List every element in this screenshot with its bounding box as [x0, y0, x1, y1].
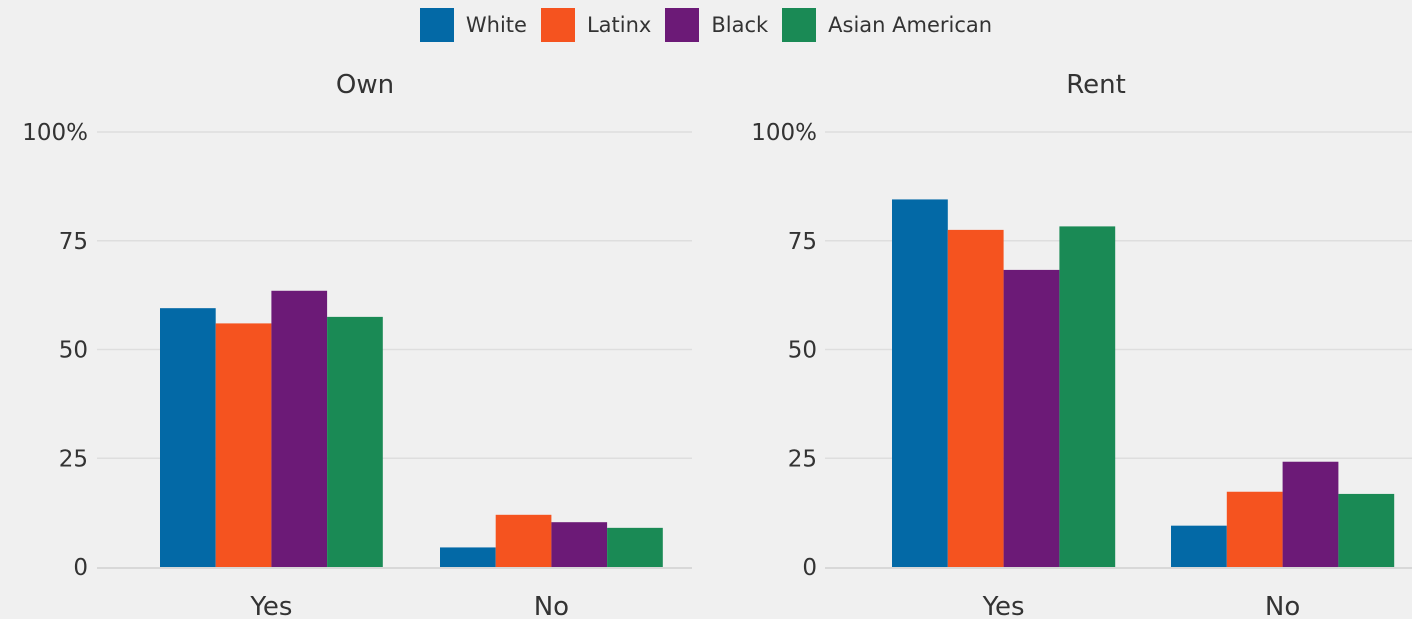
- legend-item-black: Black: [665, 8, 768, 42]
- bar-black-no: [1282, 461, 1339, 567]
- bar-black-yes: [271, 290, 328, 567]
- bar-latinx-yes: [947, 229, 1004, 567]
- legend-item-asian-american: Asian American: [782, 8, 992, 42]
- x-category-label: Yes: [982, 592, 1025, 619]
- x-category-label: No: [1265, 592, 1300, 619]
- bar-white-yes: [160, 308, 216, 567]
- chart-panel-own: Own 0 25 50 75 100% Yes No: [22, 70, 692, 619]
- bar-latinx-no: [495, 514, 552, 567]
- legend-label: White: [465, 13, 527, 37]
- bar-asian-american-no: [607, 527, 663, 567]
- y-tick-label: 0: [73, 555, 88, 581]
- bar-white-no: [1171, 525, 1227, 567]
- bar-latinx-no: [1226, 491, 1283, 567]
- bar-asian-american-yes: [1059, 226, 1116, 567]
- bar-latinx-yes: [215, 323, 272, 567]
- bar-black-no: [551, 522, 608, 567]
- bar-asian-american-no: [1338, 493, 1395, 567]
- bar-white-yes: [892, 199, 948, 568]
- legend-item-white: White: [419, 8, 527, 42]
- legend-item-latinx: Latinx: [540, 8, 652, 42]
- legend-label: Latinx: [586, 13, 652, 37]
- bar-black-yes: [1003, 269, 1060, 567]
- y-tick-label: 75: [788, 229, 817, 255]
- x-category-label: No: [534, 592, 569, 619]
- y-tick-label: 50: [788, 338, 817, 364]
- y-tick-label: 100%: [751, 120, 817, 146]
- y-tick-label: 50: [59, 338, 88, 364]
- y-tick-label: 75: [59, 229, 88, 255]
- legend-swatch: [782, 8, 817, 42]
- legend-swatch: [419, 8, 454, 42]
- bar-asian-american-yes: [327, 316, 383, 567]
- chart-legend: White Latinx Black Asian American: [0, 8, 1412, 42]
- x-category-label: Yes: [249, 592, 292, 619]
- legend-swatch: [665, 8, 700, 42]
- panel-title: Rent: [1066, 70, 1126, 100]
- y-tick-label: 100%: [22, 120, 88, 146]
- legend-label: Black: [711, 13, 769, 37]
- legend-label: Asian American: [828, 13, 993, 37]
- y-tick-label: 0: [802, 555, 817, 581]
- panel-title: Own: [336, 70, 394, 100]
- y-tick-label: 25: [788, 446, 817, 472]
- legend-swatch: [540, 8, 575, 42]
- bar-white-no: [440, 547, 496, 567]
- chart-panel-rent: Rent 0 25 50 75 100% Yes No: [751, 70, 1412, 619]
- y-tick-label: 25: [59, 446, 88, 472]
